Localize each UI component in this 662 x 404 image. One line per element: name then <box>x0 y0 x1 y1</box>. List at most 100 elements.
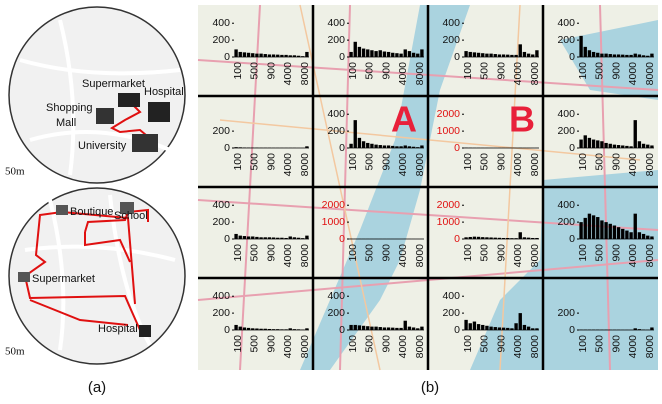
bar <box>579 140 582 148</box>
bar <box>469 52 472 57</box>
bar <box>366 326 369 330</box>
bar <box>646 145 649 148</box>
panel-label: (b) <box>421 379 439 396</box>
x-tick-label: 900 <box>265 244 277 262</box>
bar <box>477 324 480 330</box>
x-tick-label: 4000 <box>512 244 524 268</box>
x-tick-label: 900 <box>610 62 622 80</box>
y-tick-label: 200 <box>442 34 460 46</box>
bar <box>489 54 492 57</box>
y-tick-label: 400 <box>212 290 230 302</box>
x-tick-label: 8000 <box>414 335 426 359</box>
bar <box>579 36 582 57</box>
x-tick-label: 100 <box>347 335 359 353</box>
bar <box>276 329 279 330</box>
bar <box>420 327 423 330</box>
bar <box>370 144 373 148</box>
y-tick-label: 2000 <box>437 199 461 211</box>
y-tick-label: 200 <box>557 307 575 319</box>
bar <box>268 54 271 57</box>
bar <box>297 56 300 57</box>
place-label: School <box>114 210 148 222</box>
y-tick-label: 400 <box>327 108 345 120</box>
y-tick-label: 400 <box>557 108 575 120</box>
place-label: Supermarket <box>82 78 145 90</box>
bar <box>374 145 377 148</box>
bar <box>588 214 591 239</box>
bar <box>464 320 467 330</box>
bar <box>502 328 505 330</box>
bar <box>596 140 599 148</box>
bar <box>613 145 616 148</box>
y-tick-label: 200 <box>557 125 575 137</box>
bar <box>234 234 237 239</box>
bar <box>494 327 497 330</box>
bar <box>588 138 591 148</box>
bar <box>485 237 488 239</box>
bar <box>584 135 587 148</box>
bar <box>609 144 612 148</box>
bar <box>272 237 275 239</box>
y-tick-label: 0 <box>569 233 575 245</box>
x-tick-label: 500 <box>479 62 491 80</box>
bar <box>481 237 484 239</box>
scale-label: 50m <box>5 346 25 358</box>
x-tick-label: 900 <box>495 335 507 353</box>
x-tick-label: 500 <box>594 153 606 171</box>
bar <box>498 238 501 239</box>
bar <box>473 237 476 239</box>
bar <box>621 229 624 239</box>
x-tick-label: 100 <box>577 153 589 171</box>
place-label: Hospital <box>98 323 138 335</box>
bar <box>613 225 616 239</box>
bar <box>259 237 262 239</box>
y-tick-label: 200 <box>212 125 230 137</box>
bar <box>387 145 390 148</box>
bar <box>604 222 607 239</box>
bar <box>276 55 279 57</box>
x-tick-label: 500 <box>364 62 376 80</box>
y-tick-label: 1000 <box>437 125 461 137</box>
x-tick-label: 100 <box>462 335 474 353</box>
bar <box>399 328 402 330</box>
bar <box>621 55 624 57</box>
bar <box>289 236 292 239</box>
bar <box>366 143 369 148</box>
bar <box>510 328 513 330</box>
bar <box>634 120 637 148</box>
bar <box>588 50 591 57</box>
bar <box>650 54 653 57</box>
y-tick-label: 1000 <box>322 216 346 228</box>
bar <box>358 47 361 57</box>
x-tick-label: 900 <box>495 62 507 80</box>
bar <box>535 238 538 239</box>
bar <box>412 53 415 57</box>
x-tick-label: 4000 <box>397 153 409 177</box>
x-tick-label: 8000 <box>299 62 311 86</box>
bar <box>646 236 649 239</box>
bar <box>289 328 292 330</box>
x-tick-label: 8000 <box>414 62 426 86</box>
bar <box>531 328 534 330</box>
bar <box>264 237 267 239</box>
bar <box>420 145 423 148</box>
x-tick-label: 500 <box>479 335 491 353</box>
bar <box>284 329 287 330</box>
x-tick-label: 100 <box>462 62 474 80</box>
y-tick-label: 0 <box>454 142 460 154</box>
x-tick-label: 8000 <box>644 153 656 177</box>
bar <box>293 329 296 330</box>
bar <box>259 329 262 330</box>
figure: 0 200 400 100 500 900 4000 8000 0 200 400 100 500 900… <box>0 0 662 404</box>
x-tick-label: 500 <box>249 335 261 353</box>
bar <box>464 51 467 57</box>
bar <box>243 236 246 239</box>
x-tick-label: 900 <box>495 153 507 171</box>
x-tick-label: 100 <box>577 62 589 80</box>
bar <box>383 145 386 148</box>
bar <box>485 326 488 330</box>
bar <box>494 238 497 239</box>
bar <box>600 141 603 148</box>
bar <box>284 238 287 239</box>
bar <box>305 328 308 330</box>
